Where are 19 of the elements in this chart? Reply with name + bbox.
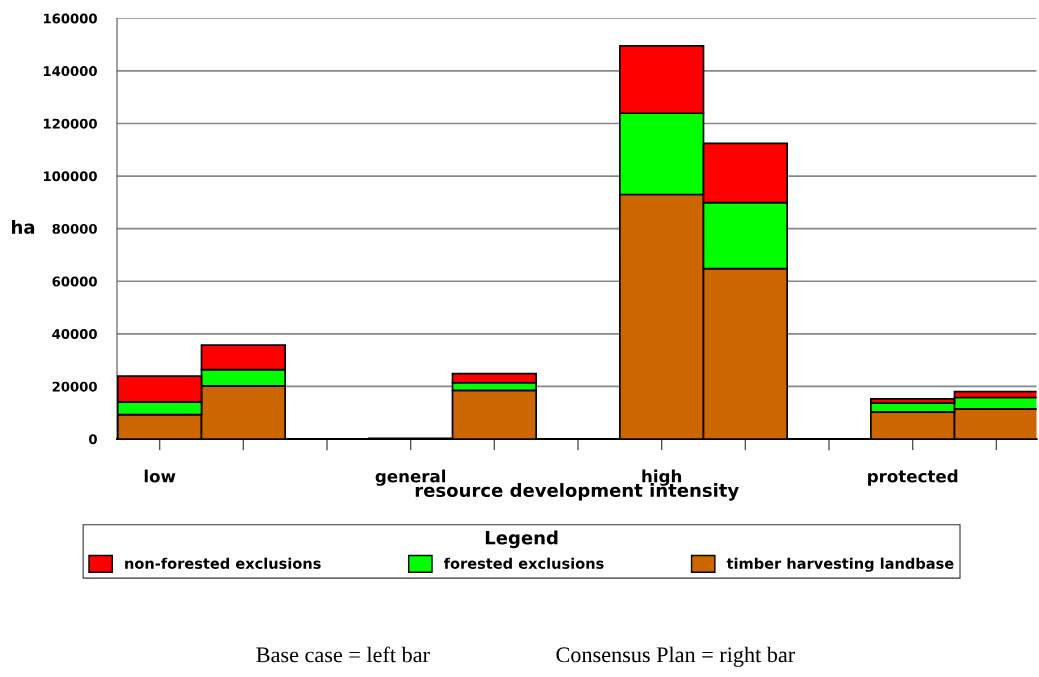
legend-label: timber harvesting landbase <box>726 557 954 572</box>
legend-title: Legend <box>485 530 558 549</box>
y-tick-label: 40000 <box>52 329 97 340</box>
y-tick-label: 160000 <box>43 13 97 24</box>
y-tick-label: 80000 <box>52 223 97 234</box>
y-tick-label: 20000 <box>52 381 97 392</box>
y-tick-label: 60000 <box>52 276 97 287</box>
y-tick-label: 0 <box>89 434 97 445</box>
y-axis-title: ha <box>12 219 35 234</box>
x-tick-label: general <box>375 469 446 486</box>
text: Base case = left bar <box>256 646 430 663</box>
x-tick-label: protected <box>868 469 958 486</box>
y-tick-label: 100000 <box>43 171 97 182</box>
text: Consensus Plan = right bar <box>556 646 795 667</box>
legend-label: non-forested exclusions <box>125 557 321 569</box>
x-tick-label: low <box>144 469 176 483</box>
y-tick-label: 120000 <box>43 118 97 129</box>
legend-label: forested exclusions <box>443 557 604 569</box>
y-tick-label: 140000 <box>43 66 97 77</box>
